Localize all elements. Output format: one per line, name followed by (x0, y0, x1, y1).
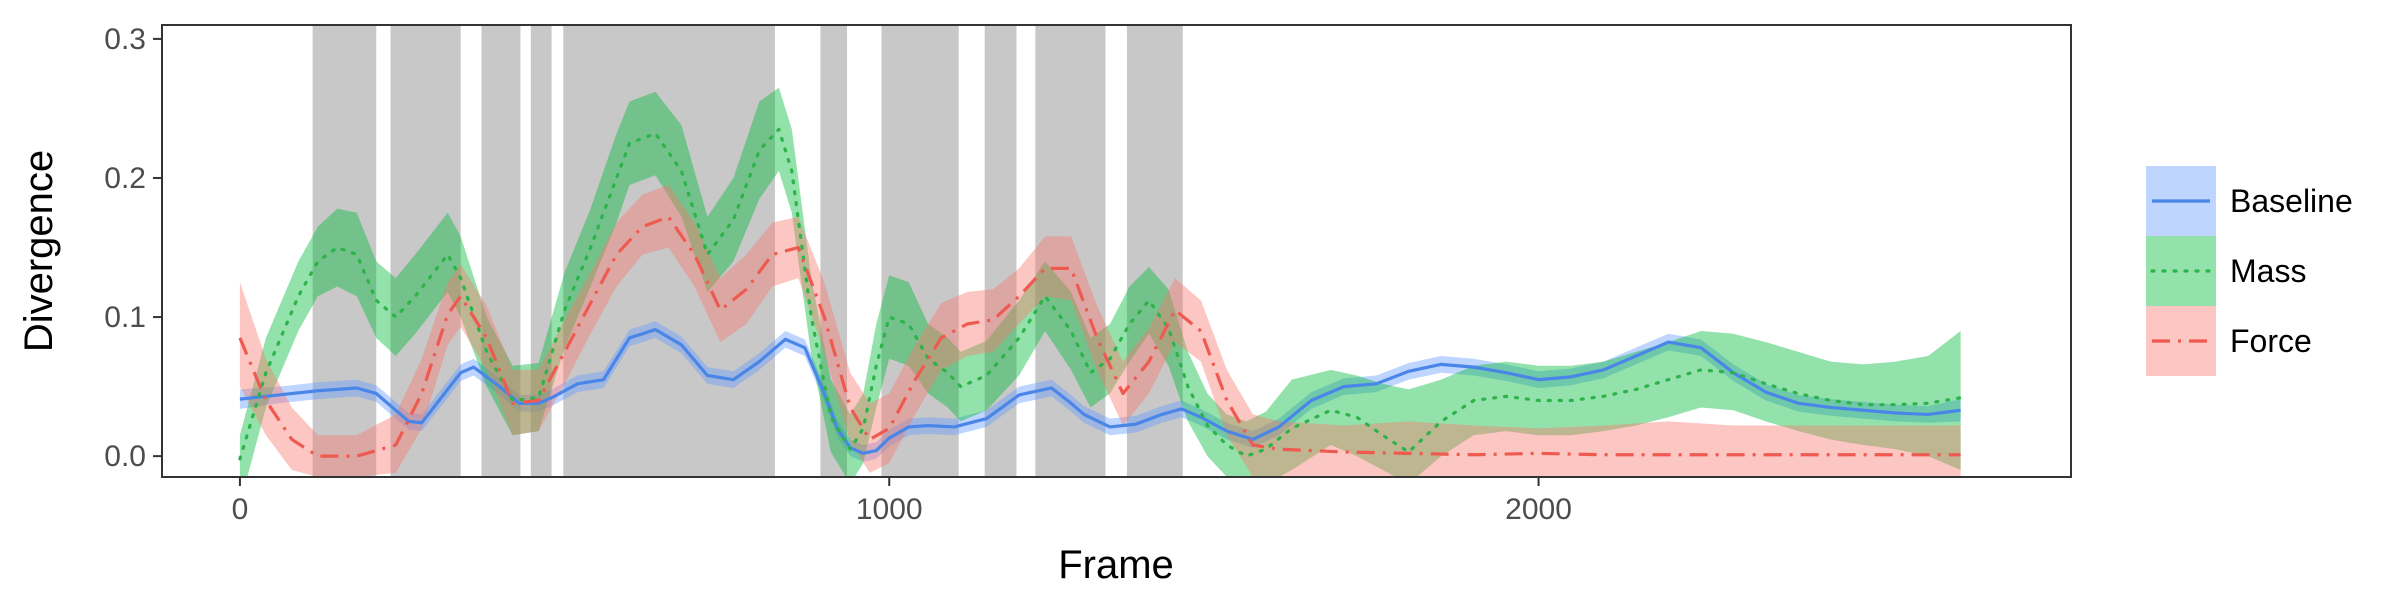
shaded-interval-1 (390, 25, 461, 477)
baseline-series-line (239, 327, 1961, 455)
shaded-interval-5 (820, 25, 848, 477)
force-series-line (238, 215, 1961, 458)
force-confidence-band (239, 184, 1961, 477)
x-tick-label-0: 0 (232, 493, 249, 526)
y-tick-label-0: 0.0 (104, 440, 146, 473)
legend-label-force: Force (2230, 323, 2312, 359)
shaded-interval-6 (881, 25, 959, 477)
shaded-interval-4 (563, 25, 775, 477)
x-tick-label-2: 2000 (1505, 493, 1572, 526)
y-tick-label-3: 0.3 (104, 23, 146, 56)
mass-series-line (238, 127, 1963, 461)
x-axis: 0 1000 2000 (232, 477, 1572, 526)
shaded-interval-9 (1126, 25, 1183, 477)
legend-label-baseline: Baseline (2230, 183, 2353, 219)
series-lines (238, 127, 1963, 461)
y-tick-label-2: 0.2 (104, 162, 146, 195)
confidence-ribbons (239, 87, 1961, 477)
plot-panel-border (161, 24, 2072, 478)
legend-key-mass (2146, 236, 2216, 306)
shaded-interval-3 (530, 25, 552, 477)
legend: Baseline Mass Force (2146, 166, 2353, 376)
shaded-intervals (312, 25, 1183, 477)
y-tick-label-1: 0.1 (104, 301, 146, 334)
x-axis-title: Frame (1058, 543, 1174, 587)
y-axis-title: Divergence (17, 150, 61, 352)
legend-label-mass: Mass (2230, 253, 2306, 289)
y-axis: 0.0 0.1 0.2 0.3 (104, 23, 162, 473)
mass-confidence-band (239, 87, 1961, 477)
x-tick-label-1: 1000 (856, 493, 923, 526)
